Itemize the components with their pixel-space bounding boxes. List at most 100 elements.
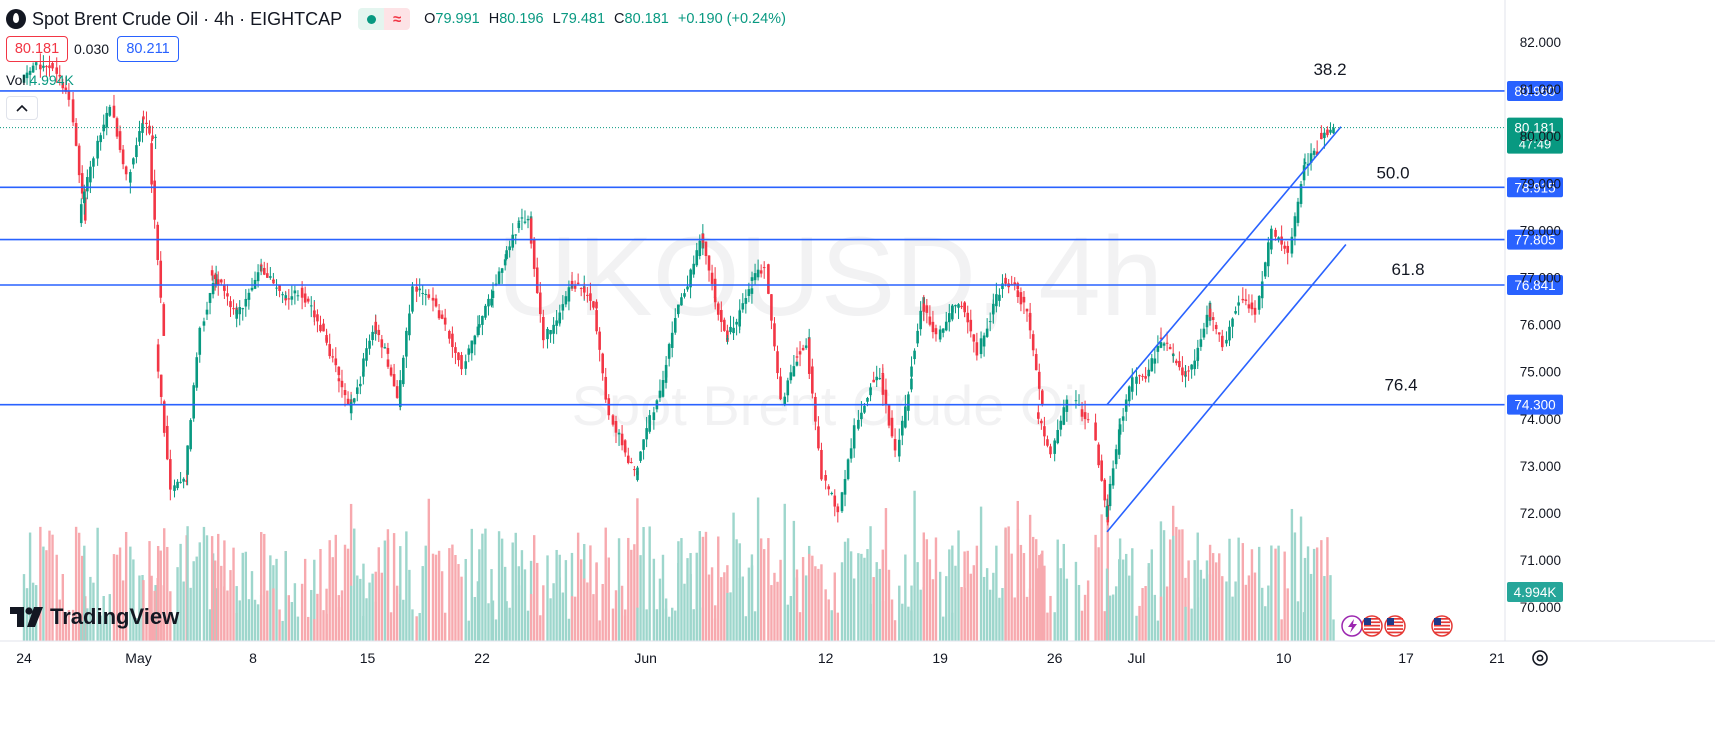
volume-bar xyxy=(630,549,633,641)
volume-bar xyxy=(195,556,198,641)
candle-body xyxy=(884,389,888,406)
candle-body xyxy=(112,105,116,118)
volume-bar xyxy=(424,545,427,641)
candle-body xyxy=(611,415,615,425)
volume-bar xyxy=(431,553,435,641)
candle-body xyxy=(963,302,966,313)
price-axis[interactable]: 82.000 81.000 80.000 79.000 78.000 77.000 76.0… xyxy=(1504,0,1561,641)
volume-bar xyxy=(795,569,799,641)
candle-body xyxy=(617,432,621,435)
volume-bar xyxy=(80,620,83,641)
candle-body xyxy=(1208,308,1212,317)
candle-body xyxy=(1196,347,1200,360)
volume-bar xyxy=(627,537,630,641)
volume-bar xyxy=(500,538,504,641)
symbol-title[interactable]: Spot Brent Crude Oil · 4h · EIGHTCAP xyxy=(32,8,343,29)
axis-settings-icon[interactable] xyxy=(1530,648,1550,668)
horizontal-levels[interactable]: 80.960 38.2 78.915 50.0 77.805 76.841 61.8 74.3… xyxy=(0,60,1563,415)
volume-bar xyxy=(473,596,477,641)
candle-body xyxy=(555,320,558,326)
time-axis[interactable]: 24 May 8 15 22 Jun 12 19 26 Jul 10 17 21 xyxy=(0,640,1715,666)
volume-bar xyxy=(890,599,894,641)
candle-body xyxy=(1141,375,1144,377)
volume-bar xyxy=(1144,586,1147,641)
volume-bar xyxy=(916,562,919,641)
candle-body xyxy=(132,158,135,165)
market-status-badge[interactable]: ≈ xyxy=(358,8,411,30)
time-tick-label: 24 xyxy=(16,650,32,666)
volume-bar xyxy=(235,586,238,641)
volume-bar xyxy=(102,596,105,641)
candle-body xyxy=(817,426,820,449)
candle-body xyxy=(890,417,894,437)
candle-body xyxy=(552,324,555,334)
volume-bar xyxy=(1309,573,1313,641)
candle-body xyxy=(226,293,229,297)
volume-bar xyxy=(229,570,232,641)
candle-body xyxy=(549,329,552,335)
volume-bar xyxy=(182,581,185,641)
candle-body xyxy=(105,112,109,128)
volume-bar xyxy=(138,575,141,641)
candle-body xyxy=(931,321,935,333)
volume-bar xyxy=(260,532,263,641)
volume-bar xyxy=(1181,529,1184,641)
candle-body xyxy=(198,327,202,355)
collapse-legend-button[interactable] xyxy=(6,96,38,120)
candle-body xyxy=(843,478,847,495)
volume-bar xyxy=(478,549,481,641)
volume-bar xyxy=(686,558,689,641)
candle-body xyxy=(1303,162,1307,164)
candle-body xyxy=(211,283,215,295)
volume-bar xyxy=(359,578,362,641)
candle-body xyxy=(61,82,65,89)
volume-bar xyxy=(884,508,888,641)
volume-bar xyxy=(508,607,511,641)
volume-bar xyxy=(1221,576,1224,641)
time-tick-label: Jun xyxy=(634,650,657,666)
trend-channel[interactable] xyxy=(1106,126,1347,533)
economic-events[interactable] xyxy=(1341,615,1453,637)
volume-bar xyxy=(966,550,969,641)
candle-body xyxy=(309,305,313,307)
price-tick-label: 74.000 xyxy=(1520,412,1561,427)
candle-body xyxy=(707,255,711,271)
candle-body xyxy=(988,321,992,323)
volume-bar xyxy=(561,592,565,641)
candle-body xyxy=(1225,339,1228,344)
volume-bar xyxy=(586,582,589,641)
candle-body xyxy=(467,348,471,355)
volume-bar xyxy=(1150,549,1153,641)
volume-bar xyxy=(1193,560,1196,641)
sell-price-button[interactable]: 80.181 xyxy=(6,36,68,62)
volume-bar xyxy=(86,608,89,641)
volume-bar xyxy=(549,598,552,641)
candle-body xyxy=(726,338,729,340)
candle-body xyxy=(947,313,951,323)
volume-bar xyxy=(589,545,592,641)
volume-bar xyxy=(490,569,493,641)
volume-bar xyxy=(998,597,1001,641)
candle-body xyxy=(972,334,976,342)
candle-body xyxy=(762,267,766,269)
candle-body xyxy=(269,276,272,278)
tradingview-logo[interactable]: TradingView xyxy=(10,604,179,630)
volume-bar xyxy=(919,589,922,641)
volume-bar xyxy=(1040,553,1043,641)
volume-bar xyxy=(198,542,201,641)
candle-body xyxy=(1220,335,1224,348)
volume-bar xyxy=(648,526,651,641)
volume-bar xyxy=(875,562,878,641)
candle-body xyxy=(975,342,979,356)
volume-bar xyxy=(658,578,662,641)
buy-price-button[interactable]: 80.211 xyxy=(117,36,179,62)
volume-bar xyxy=(893,620,897,641)
candle-body xyxy=(1114,449,1118,465)
volume-bar xyxy=(1114,586,1118,641)
candle-body xyxy=(792,366,796,377)
candle-body xyxy=(192,385,195,419)
volume-bar xyxy=(156,546,160,641)
candle-body xyxy=(592,301,595,308)
candle-body xyxy=(443,317,447,325)
